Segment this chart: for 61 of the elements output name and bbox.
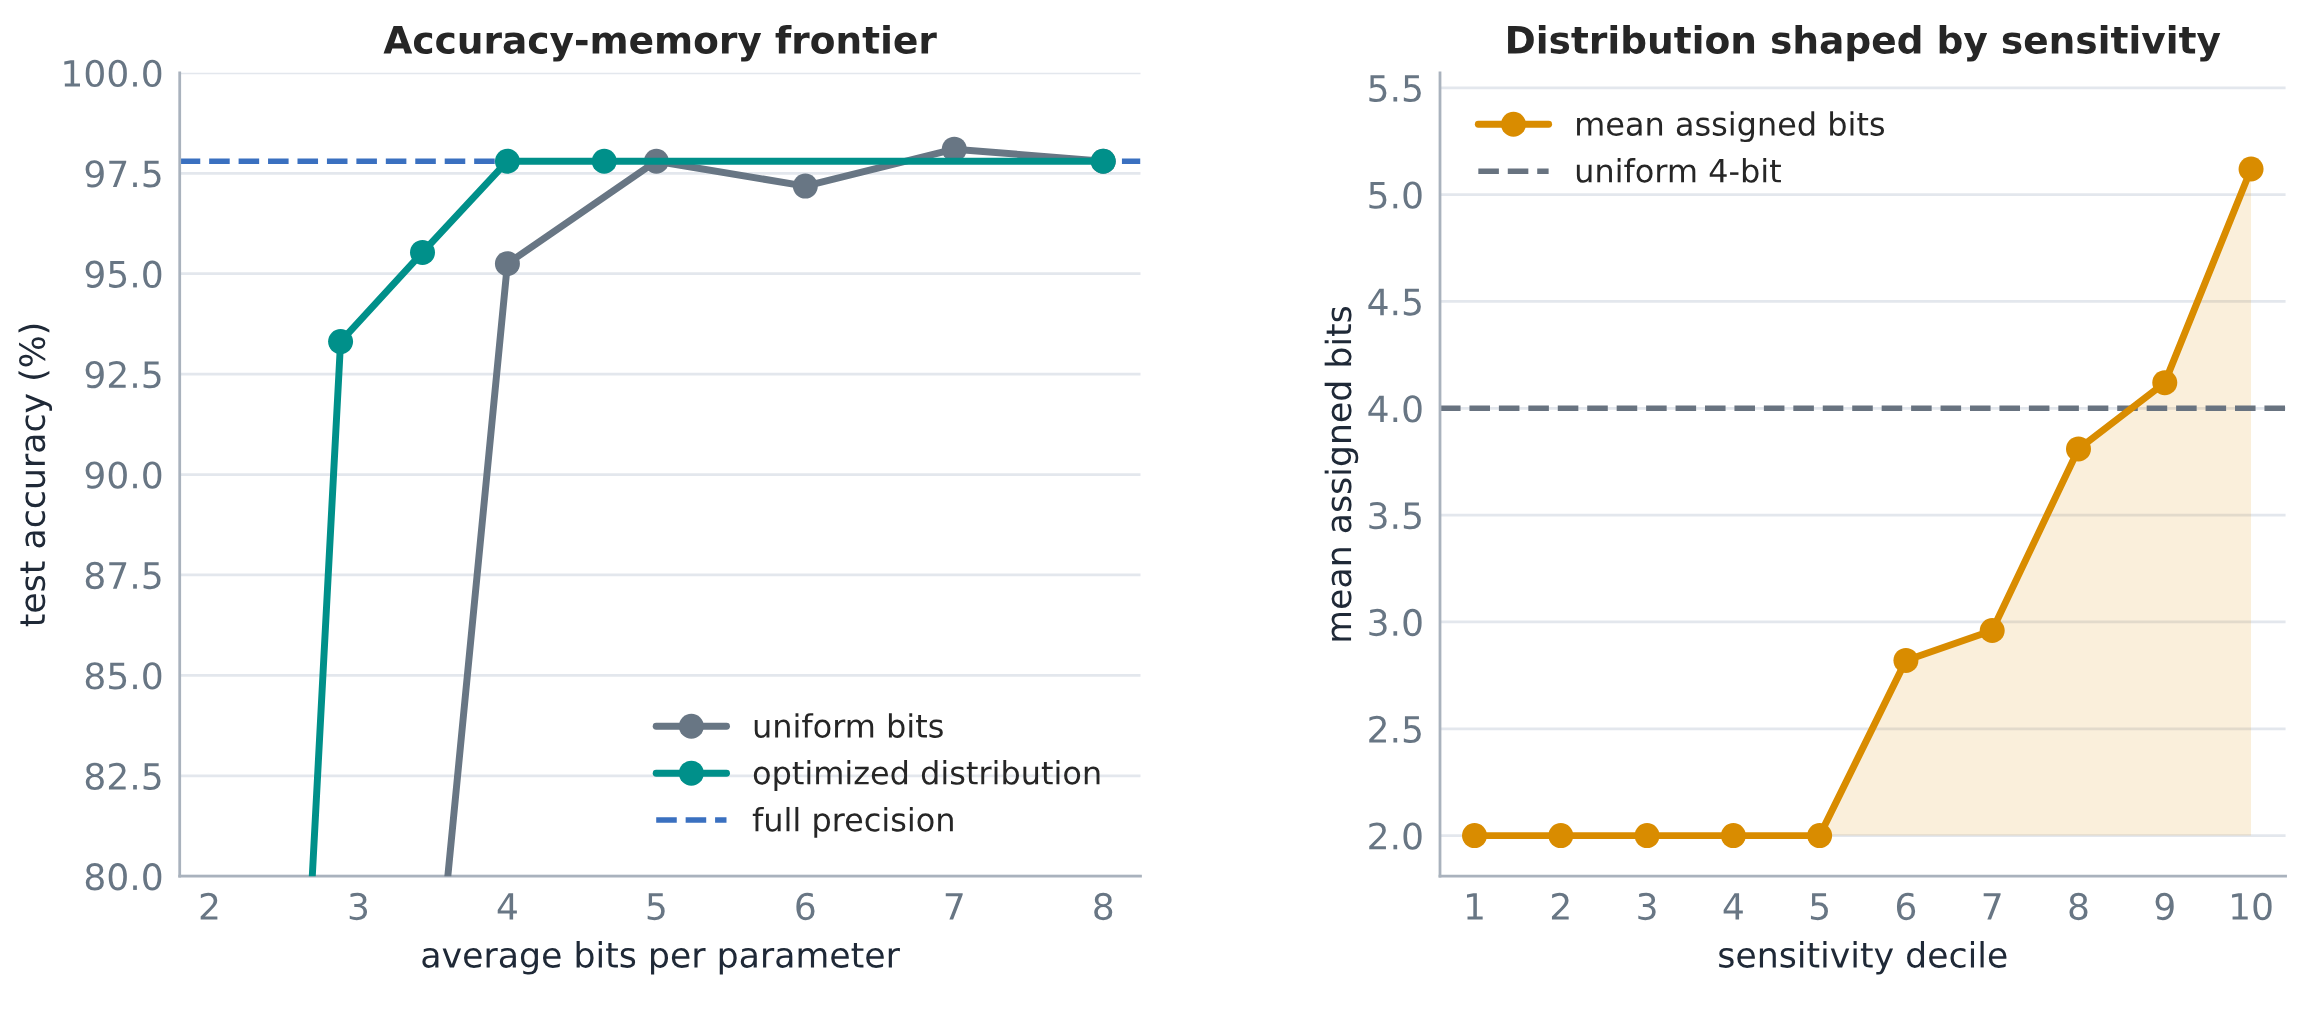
point <box>494 251 520 277</box>
y-tick-label: 92.5 <box>85 361 161 389</box>
y-tick-label: 3.0 <box>1369 608 1422 637</box>
point <box>2152 370 2178 396</box>
y-tick-label: 2.5 <box>1369 715 1421 744</box>
x-tick-label: 4 <box>497 893 517 920</box>
legend-label: uniform bits <box>754 713 943 738</box>
x-axis-title: average bits per parameter <box>422 941 900 975</box>
x-tick-label: 7 <box>1983 893 2001 920</box>
y-tick-label: 3.5 <box>1369 502 1421 530</box>
y-tick-label: 4.0 <box>1368 395 1422 423</box>
legend-label: full precision <box>752 806 953 838</box>
x-tick-label: 9 <box>2155 892 2174 921</box>
y-tick-label: 2.0 <box>1369 822 1422 850</box>
x-tick-label: 8 <box>1094 892 1113 921</box>
legend-label: mean assigned bits <box>1577 111 1885 143</box>
point <box>1979 618 2005 643</box>
y-tick-label: 100.0 <box>64 59 162 88</box>
x-tick-label: 5 <box>1810 893 1828 921</box>
point <box>591 148 617 174</box>
point <box>1634 823 1660 849</box>
chart-title: Accuracy-memory frontier <box>383 24 937 62</box>
y-tick-label: 87.5 <box>85 561 161 590</box>
x-tick-label: 3 <box>1638 892 1656 921</box>
x-axis-title: sensitivity decile <box>1719 941 2007 975</box>
point <box>1720 823 1746 849</box>
y-tick-label: 90.0 <box>85 461 162 489</box>
x-tick-label: 3 <box>349 892 368 921</box>
legend-label: optimized distribution <box>753 760 1100 791</box>
legend-label: uniform 4-bit <box>1576 158 1781 183</box>
point <box>1462 823 1488 849</box>
point <box>792 173 818 199</box>
x-tick-label: 6 <box>1896 892 1916 921</box>
y-axis-title: mean assigned bits <box>1324 306 1359 641</box>
point <box>2238 156 2264 182</box>
x-tick-label: 5 <box>647 893 665 921</box>
x-tick-label: 10 <box>2232 892 2272 921</box>
x-tick-label: 6 <box>796 892 815 921</box>
x-tick-label: 7 <box>945 893 963 920</box>
y-tick-label: 4.5 <box>1368 288 1421 316</box>
y-tick-label: 97.5 <box>85 160 161 188</box>
x-tick-label: 1 <box>1466 893 1483 920</box>
x-tick-label: 2 <box>1551 892 1569 920</box>
chart-title: Distribution shaped by sensitivity <box>1508 24 2221 62</box>
y-tick-label: 5.5 <box>1369 75 1421 103</box>
point <box>328 329 354 355</box>
y-tick-label: 80.0 <box>85 863 162 891</box>
point <box>1893 647 1919 673</box>
x-tick-label: 4 <box>1723 893 1743 920</box>
y-tick-label: 5.0 <box>1369 181 1422 209</box>
y-axis-title: test accuracy (%) <box>18 324 53 627</box>
point <box>1548 823 1574 849</box>
y-tick-label: 82.5 <box>85 762 161 791</box>
point <box>410 239 436 265</box>
y-tick-label: 85.0 <box>85 662 162 690</box>
y-tick-label: 95.0 <box>85 260 162 288</box>
point <box>2065 436 2091 462</box>
point <box>1807 823 1833 849</box>
x-tick-label: 8 <box>2069 892 2088 921</box>
point <box>494 148 520 174</box>
x-tick-label: 2 <box>200 892 218 920</box>
